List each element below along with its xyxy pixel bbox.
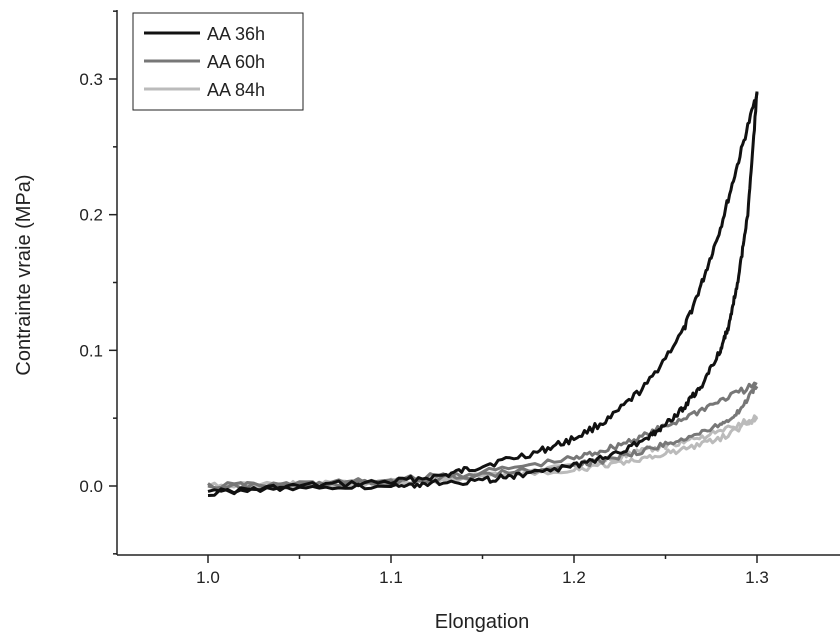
x-tick-label: 1.0 bbox=[196, 568, 220, 587]
legend-label-3: AA 84h bbox=[207, 80, 265, 100]
legend-label-2: AA 60h bbox=[207, 52, 265, 72]
x-tick-label: 1.3 bbox=[745, 568, 769, 587]
plot-layer bbox=[207, 91, 759, 497]
series-2-unloading-line bbox=[207, 383, 759, 491]
x-tick-label: 1.1 bbox=[379, 568, 403, 587]
series-1-unloading-line bbox=[207, 91, 759, 495]
y-tick-label: 0.1 bbox=[79, 341, 103, 360]
series-1-loading-line bbox=[207, 92, 759, 497]
x-tick-label: 1.2 bbox=[562, 568, 586, 587]
legend-label-1: AA 36h bbox=[207, 24, 265, 44]
legend: AA 36h AA 60h AA 84h bbox=[132, 12, 304, 111]
y-tick-label: 0.2 bbox=[79, 206, 103, 225]
y-axis-label: Contrainte vraie (MPa) bbox=[13, 174, 35, 375]
axes-layer: 1.0 1.1 1.2 1.3 0.0 0.1 0.2 0.3 bbox=[79, 10, 840, 587]
y-tick-label: 0.3 bbox=[79, 70, 103, 89]
y-tick-label: 0.0 bbox=[79, 477, 103, 496]
x-axis-label: Elongation bbox=[435, 611, 530, 633]
